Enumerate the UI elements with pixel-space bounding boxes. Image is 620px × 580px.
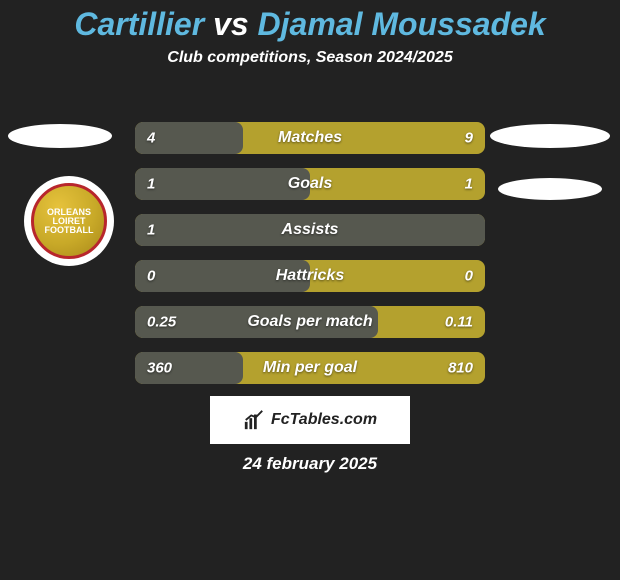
stat-label: Assists [282, 221, 339, 239]
stat-label: Goals per match [247, 313, 372, 331]
title-player1: Cartillier [74, 6, 204, 42]
stat-value-left: 4 [147, 130, 155, 147]
player1-club-badge: ORLEANS LOIRET FOOTBALL [24, 176, 114, 266]
stat-fill [135, 168, 310, 200]
stat-value-left: 0.25 [147, 314, 176, 331]
date-label: 24 february 2025 [0, 454, 620, 474]
stat-row-min-per-goal: 360 Min per goal 810 [135, 352, 485, 384]
stat-row-hattricks: 0 Hattricks 0 [135, 260, 485, 292]
fctables-logo-icon [243, 409, 265, 431]
stat-value-right: 9 [465, 130, 473, 147]
player2-club-placeholder [498, 178, 602, 200]
stat-value-right: 0.11 [445, 314, 473, 331]
player1-photo-placeholder [8, 124, 112, 148]
stat-row-goals-per-match: 0.25 Goals per match 0.11 [135, 306, 485, 338]
player2-photo-placeholder [490, 124, 610, 148]
title-player2: Djamal Moussadek [258, 6, 546, 42]
brand-text: FcTables.com [271, 411, 377, 429]
brand-box: FcTables.com [210, 396, 410, 444]
stat-label: Min per goal [263, 359, 357, 377]
stat-value-right: 1 [465, 176, 473, 193]
badge-line3: FOOTBALL [45, 226, 94, 235]
stat-value-right: 810 [448, 360, 473, 377]
stat-value-left: 0 [147, 268, 155, 285]
stat-value-left: 1 [147, 176, 155, 193]
orleans-badge-icon: ORLEANS LOIRET FOOTBALL [31, 183, 107, 259]
stat-row-matches: 4 Matches 9 [135, 122, 485, 154]
stat-value-left: 360 [147, 360, 172, 377]
comparison-bars: 4 Matches 9 1 Goals 1 1 Assists 0 Hattricks 0 0.25 G… [135, 122, 485, 398]
stat-label: Matches [278, 129, 342, 147]
stat-label: Goals [288, 175, 332, 193]
stat-value-right: 0 [465, 268, 473, 285]
stat-value-left: 1 [147, 222, 155, 239]
subtitle: Club competitions, Season 2024/2025 [0, 49, 620, 67]
title-vs: vs [213, 6, 249, 42]
stat-label: Hattricks [276, 267, 344, 285]
page-title: Cartillier vs Djamal Moussadek [0, 0, 620, 43]
stat-row-assists: 1 Assists [135, 214, 485, 246]
stat-row-goals: 1 Goals 1 [135, 168, 485, 200]
